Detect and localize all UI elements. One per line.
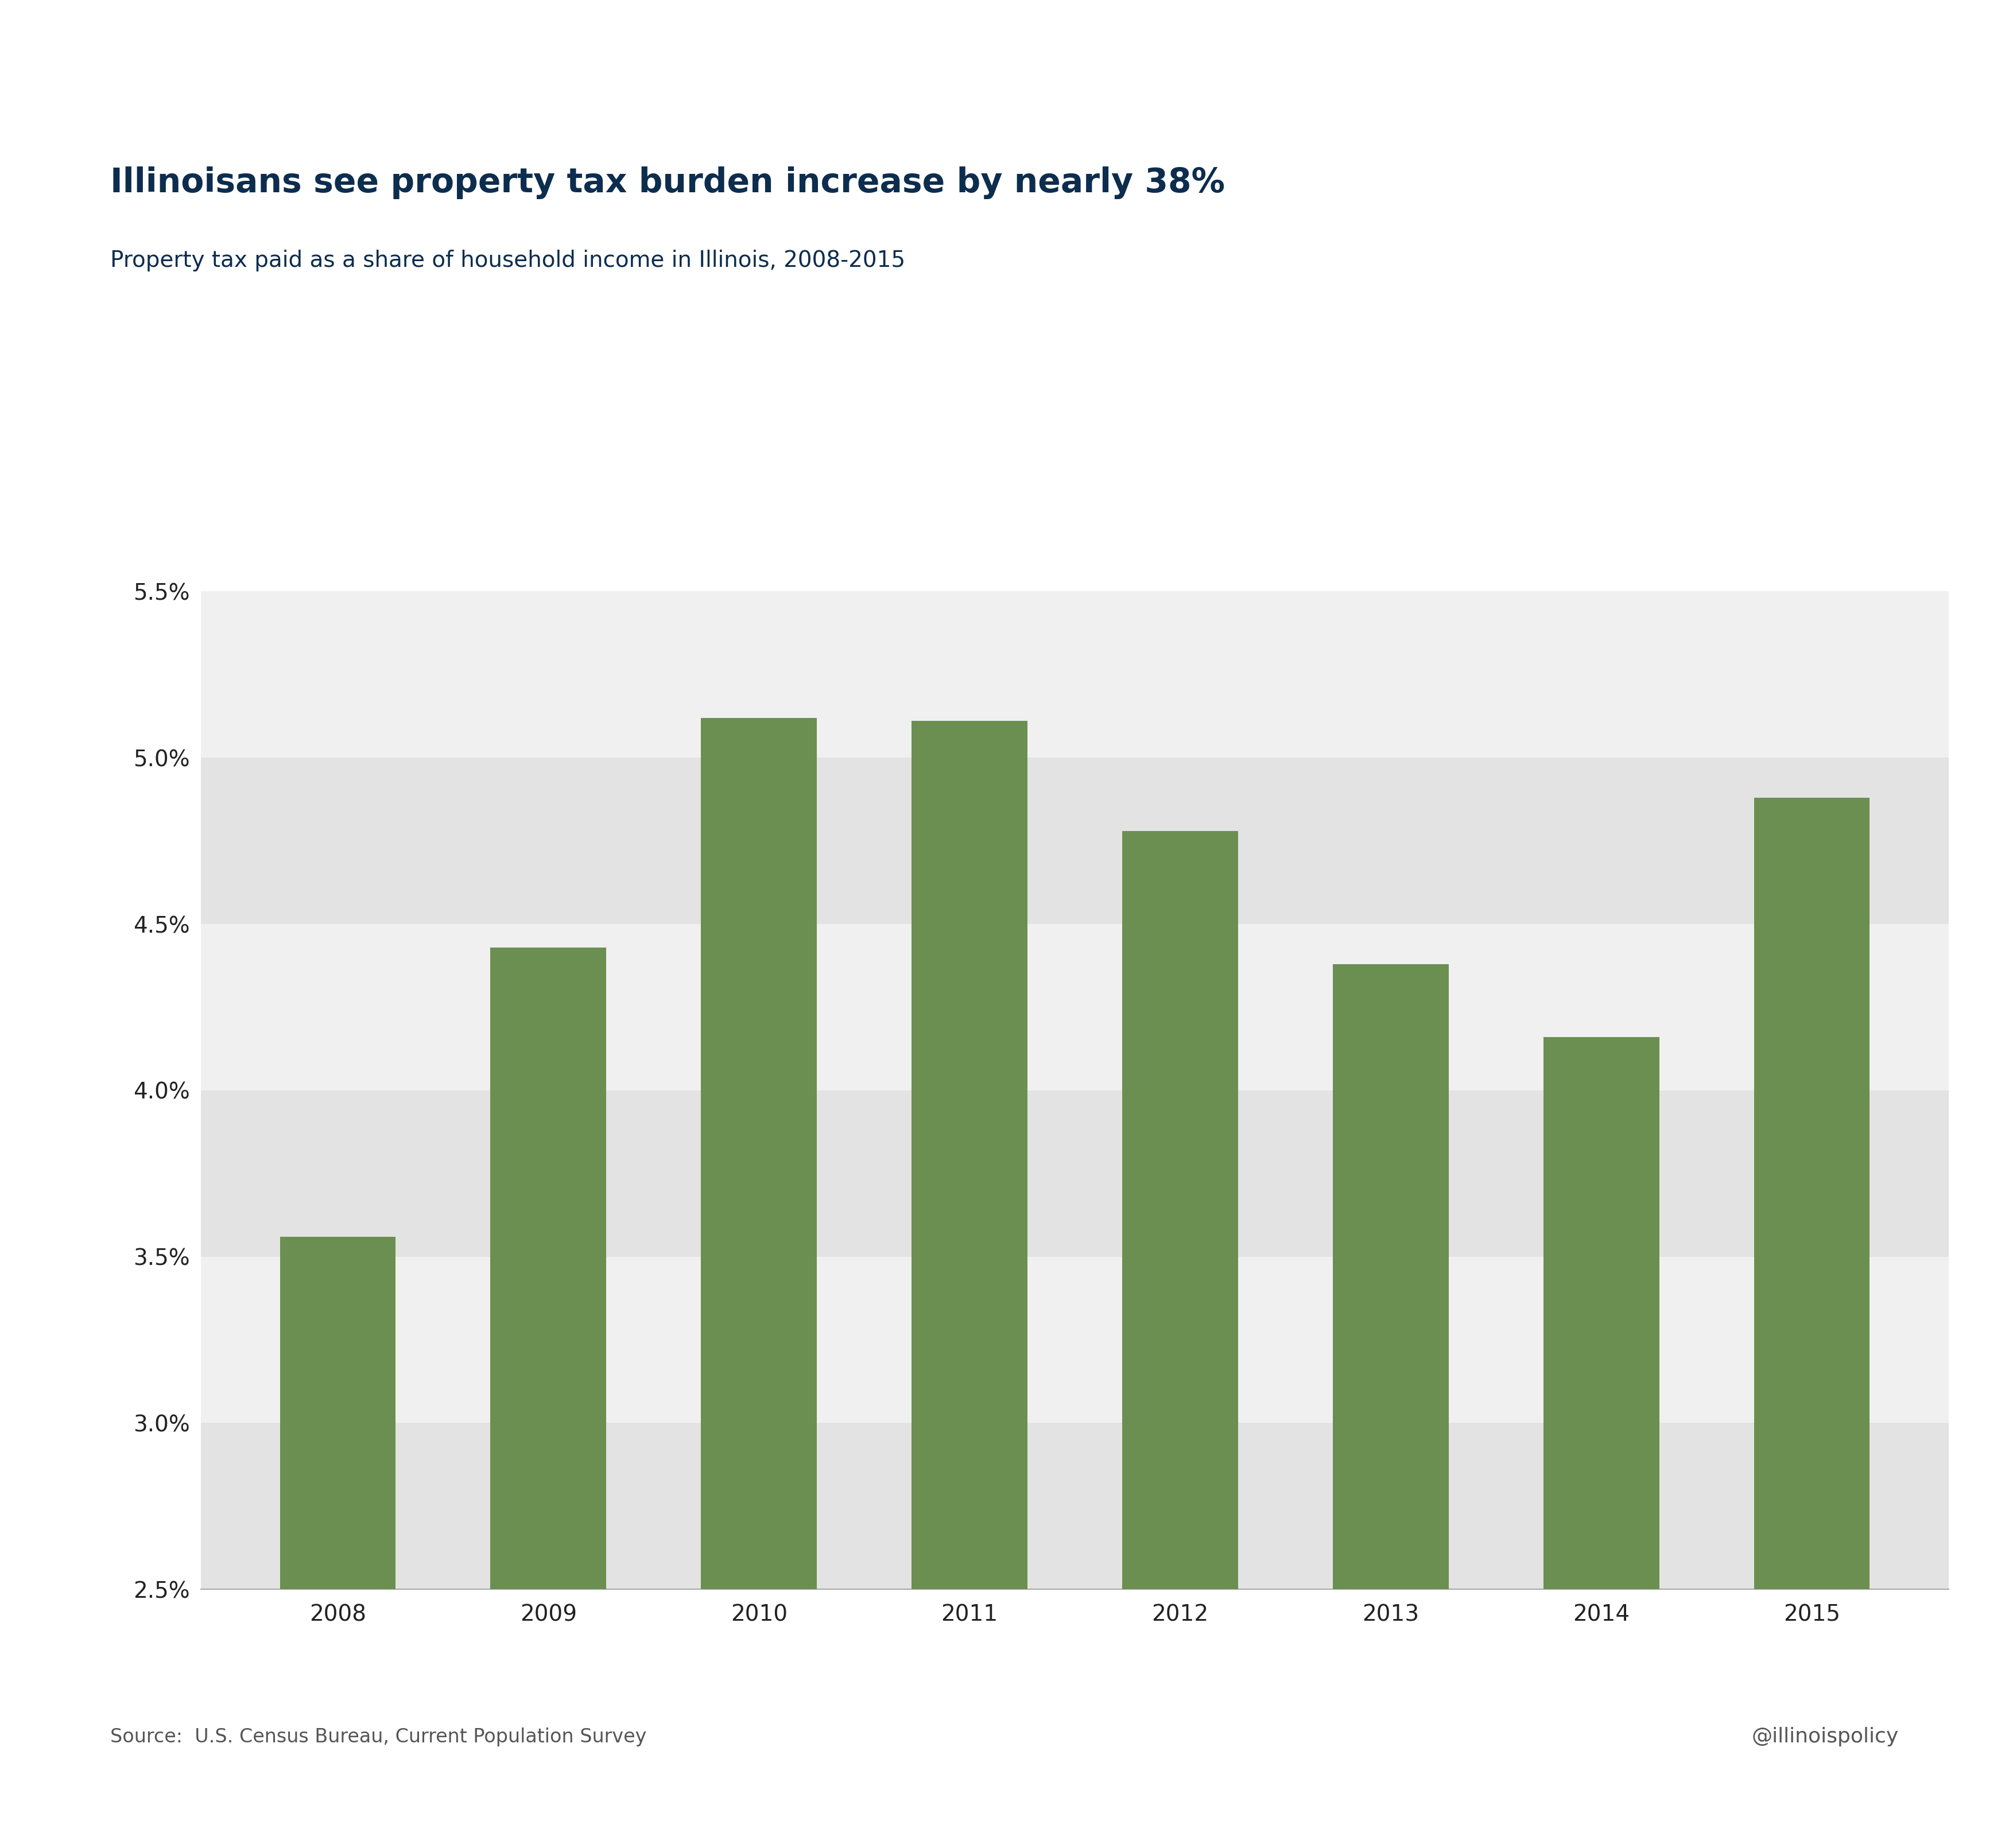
Bar xyxy=(912,721,1027,1848)
Bar xyxy=(201,591,1949,758)
Bar xyxy=(201,1423,1949,1589)
Bar xyxy=(201,924,1949,1090)
Bar xyxy=(1332,965,1448,1848)
Text: Source:  U.S. Census Bureau, Current Population Survey: Source: U.S. Census Bureau, Current Popu… xyxy=(110,1728,647,1746)
Bar xyxy=(1754,798,1870,1848)
Text: Illinoisans see property tax burden increase by nearly 38%: Illinoisans see property tax burden incr… xyxy=(110,166,1225,200)
Bar xyxy=(201,1090,1949,1257)
Bar xyxy=(279,1236,396,1848)
Bar xyxy=(490,948,607,1848)
Bar xyxy=(1123,832,1238,1848)
Bar xyxy=(701,717,818,1848)
Bar xyxy=(201,758,1949,924)
Bar xyxy=(201,1257,1949,1423)
Text: @illinoispolicy: @illinoispolicy xyxy=(1752,1726,1899,1746)
Text: Property tax paid as a share of household income in Illinois, 2008-2015: Property tax paid as a share of househol… xyxy=(110,249,906,272)
Bar xyxy=(1543,1037,1659,1848)
